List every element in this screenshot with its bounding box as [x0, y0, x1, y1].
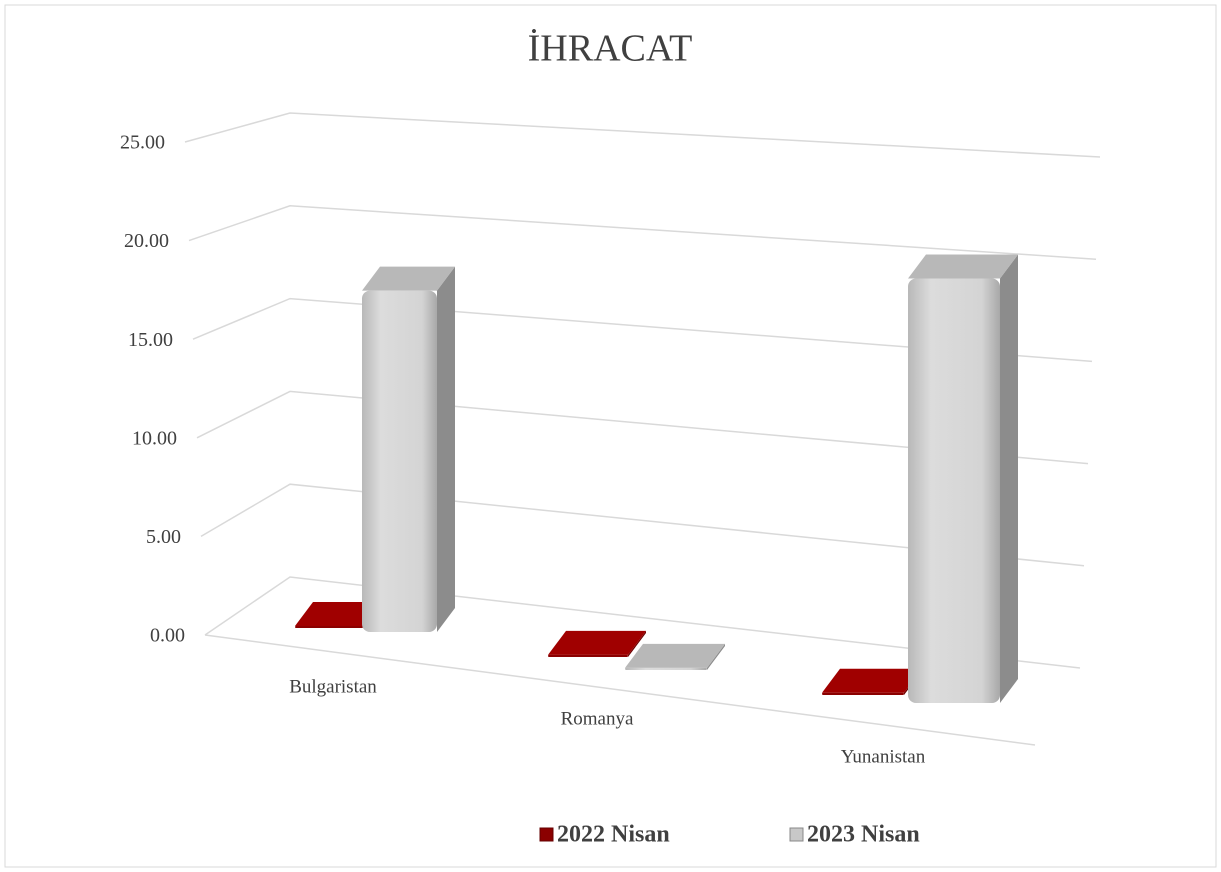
bar-front: [362, 290, 437, 632]
x-tick-label: Yunanistan: [841, 746, 926, 767]
legend-swatch: [539, 827, 554, 842]
y-tick-label: 20.00: [124, 230, 169, 252]
floor-edge: [204, 634, 1036, 746]
grid-line: [188, 205, 1097, 260]
bar-side: [1000, 254, 1018, 703]
bar-top: [822, 668, 922, 693]
bar-front: [625, 667, 707, 670]
bar-front: [908, 278, 1000, 703]
bar-front: [548, 654, 628, 657]
y-tick-label: 25.00: [120, 132, 165, 154]
bar-front: [822, 692, 904, 695]
chart-title: İHRACAT: [528, 28, 693, 70]
y-tick-label: 0.00: [150, 625, 185, 647]
bar-side: [707, 643, 725, 670]
legend-label: 2022 Nisan: [557, 822, 670, 848]
grid-line: [204, 576, 1081, 669]
y-tick-label: 15.00: [128, 329, 173, 351]
grid-line: [192, 297, 1093, 363]
bar-front: [295, 626, 363, 628]
bar-top: [908, 254, 1018, 279]
grid-line: [184, 112, 1101, 158]
legend-swatch: [789, 827, 804, 842]
bar: [908, 254, 1018, 703]
chart-border: [4, 4, 1217, 868]
x-tick-label: Bulgaristan: [289, 676, 377, 697]
bar: [625, 643, 725, 670]
legend-label: 2023 Nisan: [807, 822, 920, 848]
grid-line: [200, 483, 1085, 567]
bar-top: [548, 630, 646, 655]
bar-top: [362, 266, 455, 291]
y-tick-label: 10.00: [132, 427, 177, 449]
bar-top: [295, 602, 381, 627]
bar-top: [625, 643, 725, 668]
bar-side: [628, 630, 646, 657]
bar-side: [437, 266, 455, 632]
x-tick-label: Romanya: [561, 708, 634, 729]
bar: [548, 630, 646, 657]
grid-line: [196, 390, 1089, 465]
bar: [362, 266, 455, 632]
y-tick-label: 5.00: [146, 526, 181, 548]
